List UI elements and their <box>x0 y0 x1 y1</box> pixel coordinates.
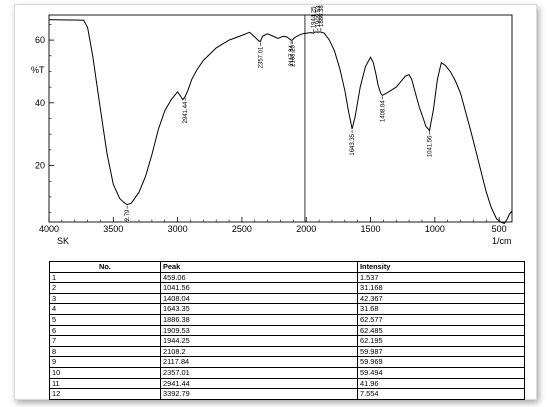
plot-axes <box>48 14 513 223</box>
cell-no: 1 <box>49 271 161 284</box>
cell-peak: 3392.79 <box>160 388 358 400</box>
table-row: 6 1909.53 62.485 <box>49 324 525 337</box>
cell-no: 11 <box>49 377 161 390</box>
cell-no: 3 <box>49 292 161 305</box>
table-row: 4 1643.35 31.68 <box>49 303 525 315</box>
x-tick-label: 1500 <box>361 224 381 234</box>
peak-label: 2357.01 <box>258 46 264 68</box>
cell-peak: 1408.04 <box>160 292 358 305</box>
peak-label: 1408.04 <box>380 100 386 122</box>
y-tick-label: 20 <box>35 161 45 171</box>
x-unit-label: 1/cm <box>492 236 512 246</box>
peak-label: 2108.20 <box>290 44 296 66</box>
cell-no: 10 <box>49 366 161 379</box>
cell-no: 9 <box>49 356 161 368</box>
column-header-peak: Peak <box>160 261 358 273</box>
cell-intensity: 31.68 <box>357 303 525 315</box>
cell-no: 4 <box>49 303 161 315</box>
x-tick-label: 1000 <box>425 224 445 234</box>
cell-intensity: 62.485 <box>357 324 525 337</box>
peak-label: 1944.25 <box>311 6 317 28</box>
cell-intensity: 41.96 <box>357 377 525 390</box>
column-header-intensity: Intensity <box>357 261 525 273</box>
x-tick-label: 2000 <box>296 224 316 234</box>
cell-no: 8 <box>49 345 161 358</box>
table-row: 10 2357.01 59.494 <box>49 366 525 379</box>
peak-label: 2941.44 <box>183 101 189 123</box>
table-row: 11 2941.44 41.96 <box>49 377 525 390</box>
axis-ticks: 20 40 60 4000 3500 3000 2500 2000 1500 1000 500 <box>35 24 507 234</box>
cell-intensity: 1.537 <box>357 271 525 284</box>
cell-intensity: 7.554 <box>357 388 525 400</box>
y-axis-label: %T <box>31 65 45 75</box>
column-header-no: No. <box>49 261 161 273</box>
x-tick-label: 500 <box>492 224 507 234</box>
cell-no: 7 <box>49 335 161 347</box>
cell-intensity: 62.195 <box>357 335 525 347</box>
peak-label: 1041.56 <box>427 135 433 157</box>
peak-table: No. Peak Intensity 1 459.06 1.537 2 1041.56 3… <box>49 261 525 400</box>
x-tick-label: 3500 <box>103 224 123 234</box>
y-tick-label: 40 <box>35 98 45 108</box>
table-row: 9 2117.84 59.969 <box>49 356 525 368</box>
cell-peak: 2941.44 <box>160 377 358 390</box>
plot-border <box>48 14 513 223</box>
table-row: 5 1886.38 62.577 <box>49 313 525 326</box>
table-row: 1 459.06 1.537 <box>49 271 525 284</box>
cell-peak: 2108.2 <box>160 345 358 358</box>
cell-intensity: 31.168 <box>357 282 525 294</box>
cell-peak: 1041.56 <box>160 282 358 294</box>
cell-peak: 2357.01 <box>160 366 358 379</box>
cell-peak: 1944.25 <box>160 335 358 347</box>
table-row: 3 1408.04 42.367 <box>49 292 525 305</box>
x-tick-label: 2500 <box>232 224 252 234</box>
series-group <box>49 19 513 224</box>
cell-intensity: 42.367 <box>357 292 525 305</box>
spectrum-line <box>49 19 513 224</box>
table-header-row: No. Peak Intensity <box>49 261 525 273</box>
cell-peak: 1643.35 <box>160 303 358 315</box>
x-origin-label: SK <box>57 236 69 246</box>
cell-no: 12 <box>49 388 161 400</box>
peak-label: 1886.38 <box>319 5 325 27</box>
cell-peak: 459.06 <box>160 271 358 284</box>
figure-frame: 2.79 2941.44 2357.01 2117.84 2108.20 1944.25 1… <box>14 4 537 400</box>
cell-intensity: 62.577 <box>357 313 525 326</box>
table-row: 2 1041.56 31.168 <box>49 282 525 294</box>
table-row: 8 2108.2 59.987 <box>49 345 525 358</box>
peak-label: 1909.53 <box>316 5 322 27</box>
table-row: 7 1944.25 62.195 <box>49 335 525 347</box>
cell-peak: 1886.38 <box>160 313 358 326</box>
y-tick-label: 60 <box>35 35 45 45</box>
cell-intensity: 59.494 <box>357 366 525 379</box>
cell-no: 2 <box>49 282 161 294</box>
cell-peak: 2117.84 <box>160 356 358 368</box>
peak-label: 1643.35 <box>350 133 356 155</box>
table-body: 1 459.06 1.537 2 1041.56 31.168 3 1408.04 42.367… <box>49 271 525 400</box>
peak-label: 2117.84 <box>289 45 295 67</box>
x-tick-label: 4000 <box>39 224 59 234</box>
cell-no: 6 <box>49 324 161 337</box>
cell-intensity: 59.969 <box>357 356 525 368</box>
x-tick-label: 3000 <box>168 224 188 234</box>
cell-no: 5 <box>49 313 161 326</box>
cell-intensity: 59.987 <box>357 345 525 358</box>
table-row: 12 3392.79 7.554 <box>49 388 525 400</box>
peak-label: 2.79 <box>125 209 131 221</box>
cell-peak: 1909.53 <box>160 324 358 337</box>
